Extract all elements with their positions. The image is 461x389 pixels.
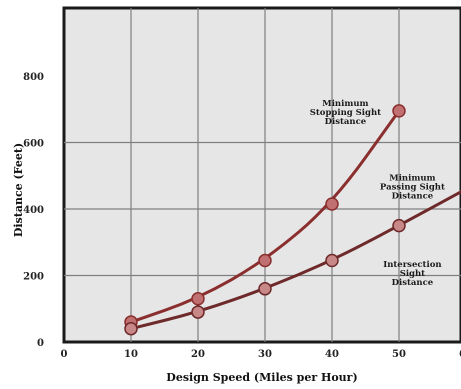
series-line-1 — [130, 190, 461, 331]
x-tick-label: 30 — [258, 349, 272, 360]
x-axis-title: Design Speed (Miles per Hour) — [166, 371, 357, 384]
y-tick-label: 800 — [23, 72, 44, 83]
annotation-label: Minimum Passing Sight Distance — [380, 174, 445, 202]
y-tick-label: 400 — [23, 205, 44, 216]
y-tick-label: 200 — [23, 272, 44, 283]
data-point — [392, 104, 406, 118]
series-lines — [124, 104, 461, 336]
data-point — [258, 253, 272, 268]
x-tick-label: 40 — [325, 349, 339, 360]
x-tick-label: 10 — [124, 349, 138, 360]
data-point — [191, 305, 205, 319]
data-point — [124, 321, 138, 336]
x-tick-label: 60 — [459, 349, 461, 360]
series-line-0 — [130, 110, 401, 324]
annotation-label: Intersection Sight Distance — [383, 260, 441, 288]
x-tick-label: 50 — [392, 349, 406, 360]
data-point — [325, 253, 339, 268]
data-point — [191, 292, 205, 306]
y-axis-ticks: 0 200 400 600 800 — [23, 72, 44, 349]
y-tick-label: 0 — [37, 338, 44, 349]
data-point — [325, 197, 339, 211]
x-tick-label: 20 — [191, 349, 205, 360]
y-axis-title: Distance (Feet) — [12, 143, 25, 237]
x-tick-label: 0 — [61, 349, 68, 360]
grid — [64, 8, 461, 342]
annotation-label: Minimum Stopping Sight Distance — [310, 99, 381, 127]
x-axis-ticks: 0 10 20 30 40 50 60 — [61, 349, 461, 360]
y-tick-label: 600 — [23, 139, 44, 150]
annotations: Minimum Stopping Sight Distance Minimum Pass… — [310, 99, 445, 288]
data-point — [392, 218, 406, 233]
data-point — [258, 282, 272, 296]
